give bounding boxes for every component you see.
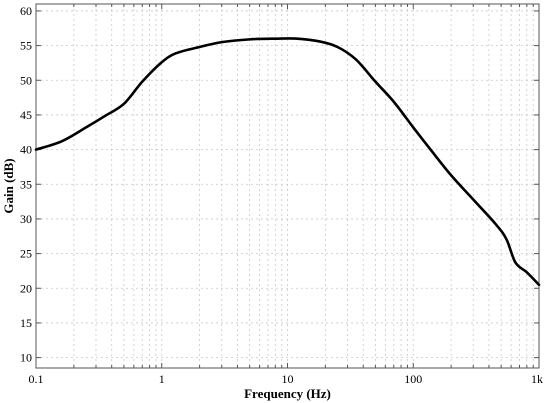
y-tick-label: 55 <box>20 39 32 53</box>
y-tick-label: 30 <box>20 212 32 226</box>
y-tick-label: 60 <box>20 4 32 18</box>
x-tick-label: 10 <box>282 372 294 386</box>
x-tick-label: 1k <box>531 372 543 386</box>
x-tick-label: 0.1 <box>29 372 44 386</box>
x-axis-label: Frequency (Hz) <box>244 386 331 401</box>
series-line-gain <box>34 37 541 287</box>
x-tick-labels: 0.1 1 10 100 1k <box>29 372 544 386</box>
y-tick-label: 35 <box>20 177 32 191</box>
x-tick-label: 100 <box>404 372 422 386</box>
y-tick-label: 40 <box>20 143 32 157</box>
y-tick-label: 45 <box>20 108 32 122</box>
y-tick-label: 10 <box>20 351 32 365</box>
y-tick-label: 25 <box>20 247 32 261</box>
x-tick-label: 1 <box>159 372 165 386</box>
y-axis-label: Gain (dB) <box>1 158 16 213</box>
grid <box>36 4 539 368</box>
y-tick-label: 20 <box>20 281 32 295</box>
tick-marks <box>36 4 539 368</box>
y-tick-label: 50 <box>20 73 32 87</box>
y-tick-label: 15 <box>20 316 32 330</box>
y-tick-labels: 10 15 20 25 30 35 40 45 50 55 60 <box>20 4 32 365</box>
